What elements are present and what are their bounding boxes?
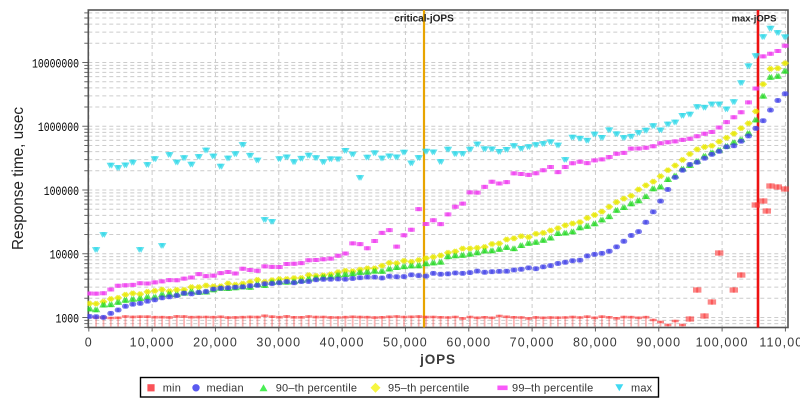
svg-text:jOPS: jOPS xyxy=(419,352,456,367)
svg-text:max-jOPS: max-jOPS xyxy=(732,14,777,25)
svg-text:80,000: 80,000 xyxy=(573,336,618,350)
svg-text:1000000: 1000000 xyxy=(38,120,79,135)
svg-text:0: 0 xyxy=(85,336,93,350)
svg-text:70,000: 70,000 xyxy=(510,336,555,350)
svg-text:min: min xyxy=(163,383,181,395)
svg-text:20,000: 20,000 xyxy=(193,336,238,350)
svg-text:Response time, usec: Response time, usec xyxy=(10,107,27,250)
svg-text:90,000: 90,000 xyxy=(636,336,681,350)
svg-text:100,000: 100,000 xyxy=(696,336,749,350)
svg-text:90–th percentile: 90–th percentile xyxy=(276,383,357,395)
svg-text:max: max xyxy=(631,383,653,395)
svg-text:99–th percentile: 99–th percentile xyxy=(512,383,593,395)
svg-text:30,000: 30,000 xyxy=(256,336,301,350)
svg-text:10000000: 10000000 xyxy=(32,56,79,71)
svg-text:10,000: 10,000 xyxy=(130,336,175,350)
svg-text:1000: 1000 xyxy=(56,311,80,326)
svg-text:median: median xyxy=(207,383,244,395)
svg-text:critical-jOPS: critical-jOPS xyxy=(394,14,454,25)
svg-text:110,000: 110,000 xyxy=(759,336,800,350)
svg-text:50,000: 50,000 xyxy=(383,336,428,350)
svg-text:10000: 10000 xyxy=(50,248,79,263)
svg-text:60,000: 60,000 xyxy=(446,336,491,350)
svg-text:100000: 100000 xyxy=(44,184,79,199)
svg-text:40,000: 40,000 xyxy=(320,336,365,350)
svg-text:95–th percentile: 95–th percentile xyxy=(388,383,469,395)
